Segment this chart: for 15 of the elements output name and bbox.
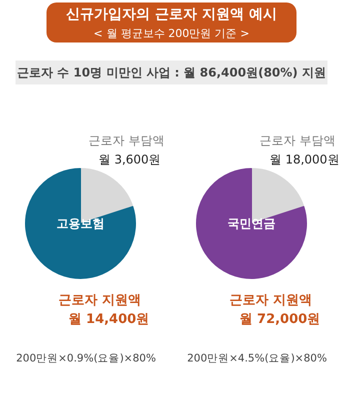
text: 신규가입자의 근로자 지원액 예시 (66, 6, 277, 22)
text: 근로자 수 10명 미만인 사업 : 월 86,400원(80%) 지원 (17, 66, 326, 80)
slice-label: 근로자 지원액 (58, 293, 142, 308)
slice-label: 근로자 부담액 (88, 134, 164, 148)
data-label: 월 14,400원 (68, 312, 150, 327)
data-label: 월 3,600원 (98, 152, 161, 166)
text: 200만원×0.9%(요율)×80% (16, 352, 156, 364)
slice-label: 근로자 지원액 (230, 293, 312, 308)
text: 고용보험 (56, 216, 104, 230)
text: 200만원×4.5%(요율)×80% (187, 352, 327, 364)
data-label: 월 18,000원 (270, 152, 340, 166)
text: 국민연금 (228, 216, 276, 230)
slice-label: 근로자 부담액 (260, 134, 336, 148)
text: < 월 평균보수 200만원 기준 > (94, 27, 250, 40)
data-label: 월 72,000원 (240, 312, 320, 327)
